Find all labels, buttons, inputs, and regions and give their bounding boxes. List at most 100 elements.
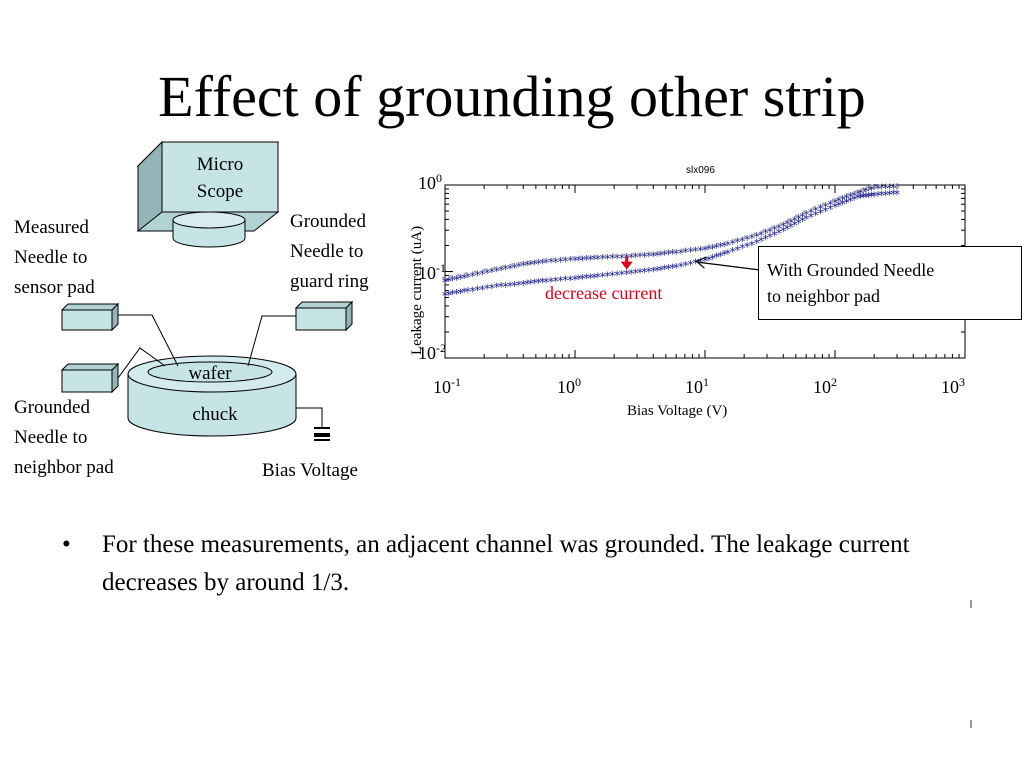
data-point: * bbox=[666, 262, 672, 276]
data-point: * bbox=[654, 264, 660, 278]
data-point: * bbox=[587, 253, 593, 267]
data-point: * bbox=[879, 182, 885, 196]
data-point: * bbox=[465, 285, 471, 299]
data-point: * bbox=[507, 262, 513, 276]
chart-points: ****************************************… bbox=[441, 181, 900, 303]
data-point: * bbox=[453, 273, 459, 287]
data-point: * bbox=[595, 271, 601, 285]
data-point: * bbox=[840, 197, 846, 211]
data-point: * bbox=[863, 185, 869, 199]
data-point-gray bbox=[831, 198, 835, 202]
data-point: * bbox=[457, 286, 463, 300]
data-point: * bbox=[583, 272, 589, 286]
data-point: * bbox=[855, 191, 861, 205]
data-point: * bbox=[650, 249, 656, 263]
needle-block-guard bbox=[294, 300, 354, 332]
data-point-gray bbox=[632, 252, 635, 256]
data-point-gray bbox=[895, 185, 899, 189]
data-point: * bbox=[524, 259, 530, 273]
data-point: * bbox=[536, 276, 542, 290]
data-point: * bbox=[725, 238, 731, 252]
data-point: * bbox=[543, 256, 549, 270]
x-axis-label: Bias Voltage (V) bbox=[627, 403, 728, 419]
data-point: * bbox=[749, 238, 755, 252]
data-point-gray bbox=[878, 184, 882, 187]
data-point: * bbox=[784, 218, 790, 232]
data-point-gray bbox=[511, 263, 514, 266]
data-point: * bbox=[890, 188, 896, 202]
data-point: * bbox=[470, 270, 476, 284]
data-point: * bbox=[562, 274, 568, 288]
data-point: * bbox=[489, 281, 495, 295]
data-point: * bbox=[470, 284, 476, 298]
data-point: * bbox=[595, 252, 601, 266]
data-point: * bbox=[702, 255, 708, 269]
data-point-gray bbox=[787, 218, 791, 221]
data-point: * bbox=[771, 229, 777, 243]
data-point: * bbox=[461, 286, 467, 300]
data-point-gray bbox=[464, 272, 468, 275]
data-point: * bbox=[580, 253, 586, 267]
data-point: * bbox=[511, 279, 517, 293]
needle-block-measured bbox=[60, 302, 120, 332]
data-point: * bbox=[866, 184, 872, 198]
data-point: * bbox=[710, 252, 716, 266]
data-point: * bbox=[717, 249, 723, 263]
data-point-gray bbox=[594, 255, 598, 258]
data-point: * bbox=[771, 223, 777, 237]
bullet-item: • For these measurements, an adjacent cha… bbox=[62, 526, 962, 602]
data-point: * bbox=[600, 270, 606, 284]
data-point-gray bbox=[657, 250, 661, 254]
data-point: * bbox=[803, 212, 809, 226]
data-point: * bbox=[446, 275, 452, 289]
data-point: * bbox=[628, 251, 634, 265]
data-point: * bbox=[763, 227, 769, 241]
data-point: * bbox=[871, 189, 877, 203]
data-point: * bbox=[894, 187, 900, 201]
data-point: * bbox=[619, 268, 625, 282]
data-point-gray bbox=[604, 254, 607, 258]
data-point: * bbox=[866, 190, 872, 204]
data-point: * bbox=[553, 255, 559, 269]
data-point-gray bbox=[734, 238, 737, 241]
data-point: * bbox=[735, 236, 741, 250]
data-point: * bbox=[808, 206, 814, 220]
data-point: * bbox=[886, 181, 892, 195]
data-point: * bbox=[528, 277, 534, 291]
data-point: * bbox=[784, 222, 790, 236]
data-point: * bbox=[532, 258, 538, 272]
data-point: * bbox=[646, 250, 652, 264]
y-tick-label: 100 bbox=[418, 171, 442, 193]
inset-legend-box: With Grounded Needle to neighbor pad bbox=[758, 246, 1022, 320]
data-point-gray bbox=[456, 273, 460, 277]
x-tick-label: 100 bbox=[557, 375, 581, 397]
data-point: * bbox=[788, 220, 794, 234]
data-point-gray bbox=[641, 252, 644, 255]
data-point: * bbox=[730, 237, 736, 251]
data-point: * bbox=[567, 273, 573, 287]
data-point-gray bbox=[779, 222, 783, 225]
data-point: * bbox=[860, 191, 866, 205]
data-point: * bbox=[453, 287, 459, 301]
data-point-gray bbox=[743, 235, 747, 238]
data-point: * bbox=[744, 233, 750, 247]
data-point: * bbox=[796, 212, 802, 226]
data-point: * bbox=[818, 202, 824, 216]
data-point-gray bbox=[519, 261, 523, 264]
data-point: * bbox=[528, 258, 534, 272]
data-point-gray bbox=[787, 220, 791, 223]
data-point-gray bbox=[886, 183, 889, 187]
data-point-gray bbox=[762, 228, 765, 232]
data-point-gray bbox=[527, 260, 531, 263]
data-point: * bbox=[572, 273, 578, 287]
data-point: * bbox=[442, 275, 448, 289]
data-point-gray bbox=[795, 216, 799, 219]
slide-mark bbox=[970, 600, 972, 608]
data-point: * bbox=[662, 263, 668, 277]
chart-title: slx096 bbox=[686, 165, 715, 176]
chuck-label: chuck bbox=[192, 404, 238, 425]
data-point: * bbox=[484, 282, 490, 296]
data-point: * bbox=[543, 275, 549, 289]
data-point-gray bbox=[649, 251, 653, 255]
data-point: * bbox=[706, 243, 712, 257]
